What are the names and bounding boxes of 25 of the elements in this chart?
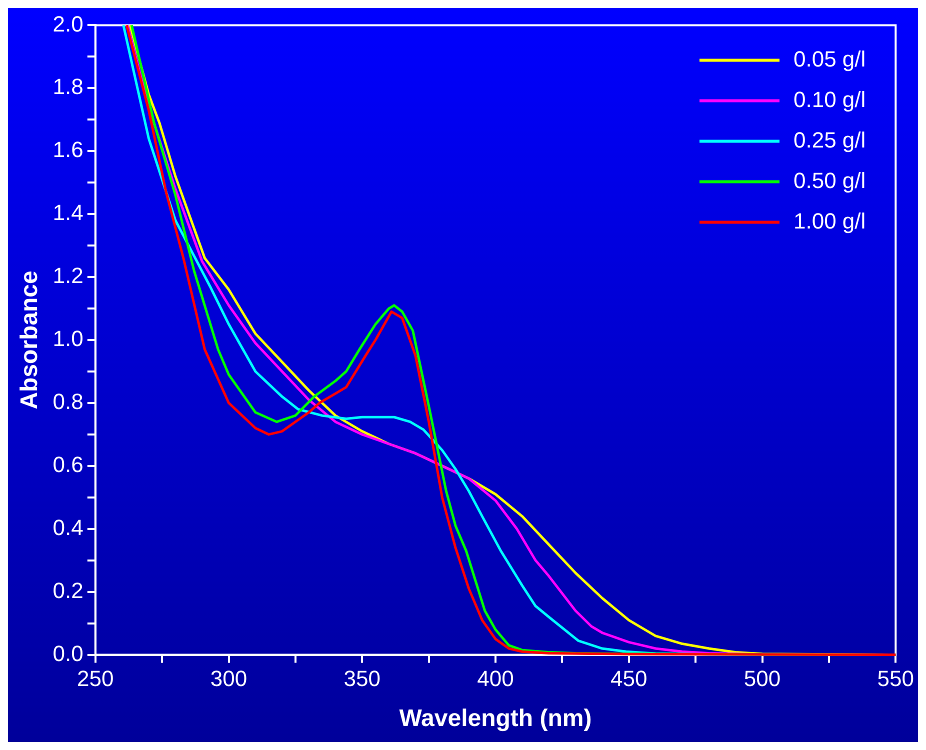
y-tick-label: 1.0 <box>52 326 84 352</box>
x-tick-label: 450 <box>610 666 648 692</box>
y-tick-label: 0.0 <box>52 640 84 666</box>
y-tick-label: 2.0 <box>52 11 84 36</box>
y-tick-label: 0.2 <box>52 578 84 603</box>
x-tick-label: 500 <box>744 666 781 692</box>
x-tick-label: 300 <box>210 666 248 692</box>
y-tick-label: 1.4 <box>52 200 84 226</box>
y-tick-label: 0.4 <box>52 514 84 540</box>
y-tick-label: 1.2 <box>52 263 84 288</box>
y-tick-label: 1.8 <box>52 74 84 100</box>
legend-label: 0.10 g/l <box>793 86 866 112</box>
x-tick-label: 400 <box>477 666 514 692</box>
x-tick-label: 250 <box>77 666 114 692</box>
y-axis-title: Absorbance <box>16 270 44 410</box>
y-tick-label: 1.6 <box>52 137 84 162</box>
y-tick-label: 0.8 <box>52 389 84 414</box>
x-tick-label: 550 <box>877 666 914 692</box>
legend-label: 0.25 g/l <box>793 127 866 152</box>
legend-label: 1.00 g/l <box>793 208 866 234</box>
legend-label: 0.50 g/l <box>793 168 866 193</box>
x-axis-title: Wavelength (nm) <box>399 705 592 732</box>
y-tick-label: 0.6 <box>52 452 84 477</box>
x-tick-label: 350 <box>344 666 380 692</box>
legend-label: 0.05 g/l <box>793 46 866 72</box>
